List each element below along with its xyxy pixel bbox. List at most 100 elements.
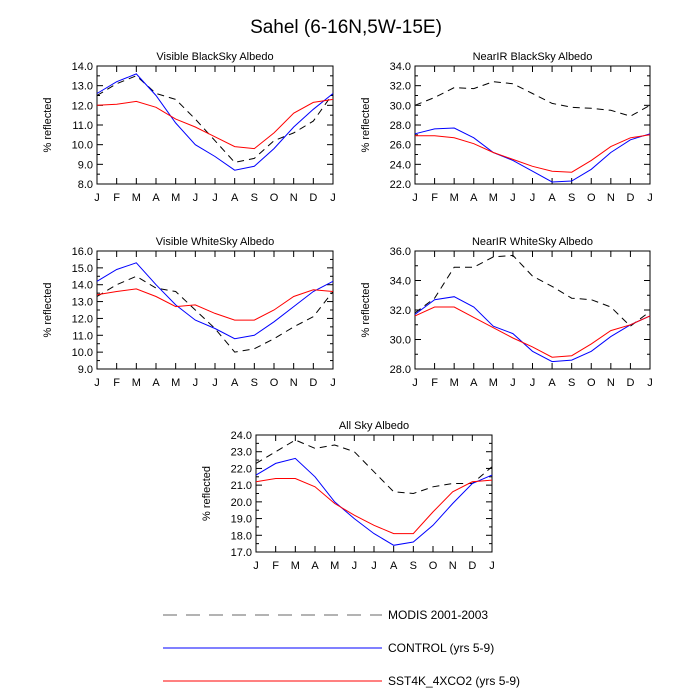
- y-tick-label: 13.0: [72, 81, 93, 93]
- y-tick-label: 10.0: [72, 140, 93, 152]
- y-tick-label: 17.0: [231, 547, 252, 559]
- y-tick-label: 34.0: [390, 276, 411, 288]
- x-tick-label: J: [193, 192, 199, 204]
- x-tick-label: N: [449, 560, 457, 572]
- legend-label-control-yrs-5-9: CONTROL (yrs 5-9): [388, 641, 494, 655]
- y-tick-label: 32.0: [390, 305, 411, 317]
- y-tick-label: 34.0: [390, 61, 411, 73]
- y-tick-label: 10.0: [72, 347, 93, 359]
- x-tick-label: M: [132, 377, 141, 389]
- x-tick-label: F: [431, 377, 438, 389]
- y-tick-label: 22.0: [390, 179, 411, 191]
- panel-title: Visible BlackSky Albedo: [156, 51, 273, 63]
- panel-nearir-whitesky-albedo: NearIR WhiteSky Albedo 28.0 30.0 32.0 34.0 36…: [360, 236, 653, 389]
- x-tick-label: J: [510, 192, 516, 204]
- y-tick-label: 9.0: [78, 364, 93, 376]
- plot-frame: [96, 250, 334, 370]
- x-tick-label: N: [290, 377, 298, 389]
- x-tick-label: M: [489, 192, 498, 204]
- x-tick-label: A: [470, 192, 478, 204]
- x-tick-label: D: [309, 377, 317, 389]
- y-tick-label: 28.0: [390, 364, 411, 376]
- x-tick-label: F: [113, 192, 120, 204]
- series-line-modis-2001-2003: [96, 75, 334, 163]
- y-axis-label: % reflected: [201, 466, 213, 521]
- series-line-modis-2001-2003: [255, 439, 493, 495]
- y-tick-label: 18.0: [231, 530, 252, 542]
- x-tick-label: M: [132, 192, 141, 204]
- y-tick-label: 20.0: [231, 497, 252, 509]
- x-tick-label: M: [171, 377, 180, 389]
- panel-title: All Sky Albedo: [339, 420, 409, 432]
- series-line-control-yrs-5-9: [96, 73, 334, 171]
- y-axis-label: % reflected: [360, 97, 372, 152]
- y-tick-label: 14.0: [72, 61, 93, 73]
- y-tick-label: 32.0: [390, 81, 411, 93]
- x-tick-label: A: [548, 377, 556, 389]
- y-tick-label: 24.0: [231, 430, 252, 442]
- x-tick-label: J: [412, 192, 418, 204]
- legend: MODIS 2001-2003 CONTROL (yrs 5-9) SST4K_4X…: [163, 608, 520, 688]
- y-tick-label: 36.0: [390, 246, 411, 258]
- x-tick-label: S: [568, 192, 575, 204]
- x-tick-label: J: [530, 192, 536, 204]
- y-tick-label: 30.0: [390, 100, 411, 112]
- x-tick-label: O: [270, 377, 279, 389]
- x-tick-label: A: [311, 560, 319, 572]
- x-tick-label: M: [450, 377, 459, 389]
- x-tick-label: N: [607, 377, 615, 389]
- x-tick-label: J: [530, 377, 536, 389]
- y-tick-label: 16.0: [72, 246, 93, 258]
- y-tick-label: 19.0: [231, 514, 252, 526]
- series-line-control-yrs-5-9: [414, 127, 651, 183]
- y-tick-label: 23.0: [231, 447, 252, 459]
- x-tick-label: J: [412, 377, 418, 389]
- series-line-sst4k-4xco2-yrs-5-9: [96, 288, 334, 321]
- x-tick-label: D: [309, 192, 317, 204]
- x-tick-label: O: [587, 377, 596, 389]
- x-tick-label: J: [647, 192, 653, 204]
- x-tick-label: J: [489, 560, 495, 572]
- x-tick-label: M: [171, 192, 180, 204]
- y-tick-label: 21.0: [231, 480, 252, 492]
- legend-label-sst4k-4xco2-yrs-5-9: SST4K_4XCO2 (yrs 5-9): [388, 674, 520, 688]
- panel-nearir-blacksky-albedo: NearIR BlackSky Albedo 22.0 24.0 26.0 28.0 30…: [360, 51, 653, 204]
- x-tick-label: J: [193, 377, 199, 389]
- y-tick-label: 14.0: [72, 280, 93, 292]
- x-tick-label: A: [152, 377, 160, 389]
- series-line-modis-2001-2003: [414, 254, 651, 327]
- x-tick-label: N: [290, 192, 298, 204]
- x-tick-label: S: [568, 377, 575, 389]
- x-tick-label: J: [330, 377, 336, 389]
- y-tick-label: 11.0: [72, 330, 93, 342]
- x-tick-label: M: [330, 560, 339, 572]
- x-tick-label: J: [330, 192, 336, 204]
- x-tick-label: M: [450, 192, 459, 204]
- series-line-control-yrs-5-9: [255, 457, 493, 546]
- x-tick-label: A: [390, 560, 398, 572]
- x-tick-label: J: [647, 377, 653, 389]
- x-tick-label: D: [626, 192, 634, 204]
- x-tick-label: A: [231, 377, 239, 389]
- x-tick-label: J: [212, 377, 218, 389]
- panel-title: Visible WhiteSky Albedo: [156, 236, 274, 248]
- y-tick-label: 12.0: [72, 100, 93, 112]
- x-tick-label: O: [270, 192, 279, 204]
- x-tick-label: A: [470, 377, 478, 389]
- y-tick-label: 13.0: [72, 297, 93, 309]
- y-tick-label: 8.0: [78, 179, 93, 191]
- plot-frame: [96, 65, 334, 185]
- x-tick-label: A: [152, 192, 160, 204]
- y-axis-label: % reflected: [42, 282, 54, 337]
- y-tick-label: 30.0: [390, 335, 411, 347]
- x-tick-label: J: [371, 560, 377, 572]
- y-axis-label: % reflected: [42, 97, 54, 152]
- series-line-sst4k-4xco2-yrs-5-9: [415, 134, 651, 173]
- x-tick-label: F: [431, 192, 438, 204]
- y-tick-label: 28.0: [390, 120, 411, 132]
- x-tick-label: O: [429, 560, 438, 572]
- panel-title: NearIR BlackSky Albedo: [473, 51, 593, 63]
- x-tick-label: D: [626, 377, 634, 389]
- x-tick-label: J: [253, 560, 259, 572]
